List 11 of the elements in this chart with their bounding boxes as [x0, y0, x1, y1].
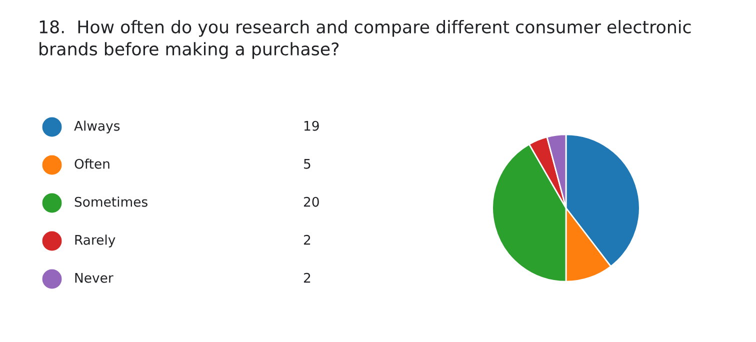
legend-label: Sometimes: [74, 196, 148, 207]
legend-label: Often: [74, 158, 110, 169]
data-label: 19: [304, 120, 319, 131]
data-label: 20: [304, 196, 319, 207]
chart-title: 18. How often do you research and compare different consumer electronic brands before making a purchase?: [40, 20, 691, 59]
data-label: 5: [304, 159, 310, 169]
data-label: 2: [304, 272, 310, 283]
legend-label: Never: [75, 273, 114, 283]
legend-label: Rarely: [75, 234, 116, 248]
legend-label: Always: [74, 120, 120, 134]
data-label: 2: [304, 234, 310, 245]
